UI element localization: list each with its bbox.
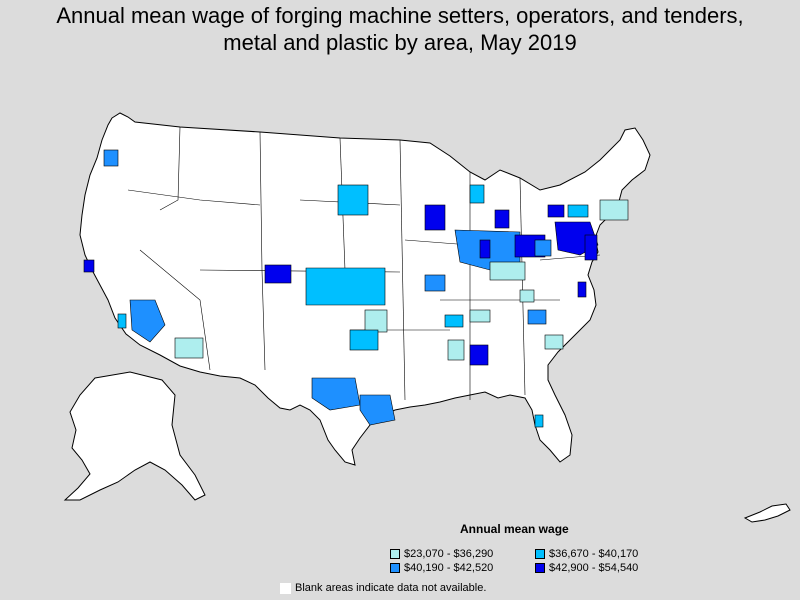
metro-tn-b [469,309,491,323]
legend-item-1: $23,070 - $36,290 [390,548,493,560]
legend-label-1: $23,070 - $36,290 [404,548,494,560]
legend-item-2: $36,670 - $40,170 [535,548,638,560]
metro-michigan [469,184,485,204]
metro-la [117,313,127,329]
legend-swatch-4 [535,563,545,573]
map-title: Annual mean wage of forging machine sett… [0,2,800,56]
legend-swatch-1 [390,549,400,559]
legend-title: Annual mean wage [460,522,569,536]
metro-sc [544,334,564,350]
metro-kentucky [489,261,526,281]
metro-ohio-b [534,239,552,257]
hawaii [743,503,791,523]
legend-item-3: $40,190 - $42,520 [390,562,493,574]
metro-wisconsin [424,204,446,231]
metro-sf [83,259,95,273]
metro-indiana-blue [479,239,491,259]
legend-label-4: $42,900 - $54,540 [549,562,639,574]
legend-label-2: $36,670 - $40,170 [549,548,639,560]
alaska [63,371,206,501]
metro-florida [534,414,544,428]
metro-detroit [494,209,510,229]
metro-seattle [103,149,119,167]
metro-riverside [129,299,166,343]
metro-nj [584,234,598,261]
metro-denver [264,264,292,284]
blank-swatch [280,582,291,594]
metro-nc [527,309,547,325]
metro-missouri [424,274,446,292]
metro-houston [359,394,396,426]
metro-arkansas [349,329,379,351]
map-title-line1: Annual mean wage of forging machine sett… [56,3,744,28]
legend-item-4: $42,900 - $54,540 [535,562,638,574]
metro-alabama [469,344,489,366]
metro-tucson [174,337,204,359]
blank-areas-note: Blank areas indicate data not available. [280,582,486,594]
metro-md [577,281,587,298]
legend-swatch-2 [535,549,545,559]
metro-ny-b [567,204,589,218]
metro-newengland [599,199,629,221]
metro-ny [547,204,565,218]
map-title-line2: metal and plastic by area, May 2019 [223,30,577,55]
blank-areas-note-text: Blank areas indicate data not available. [295,582,487,594]
legend-swatch-3 [390,563,400,573]
metro-areas [83,149,629,428]
legend-label-3: $40,190 - $42,520 [404,562,494,574]
metro-tulsa [364,309,388,333]
metro-tennessee [444,314,464,328]
metro-kansas [305,267,386,306]
metro-va [519,289,535,303]
metro-west-texas [311,377,361,411]
metro-miss [447,339,465,361]
metro-sd [337,184,369,216]
